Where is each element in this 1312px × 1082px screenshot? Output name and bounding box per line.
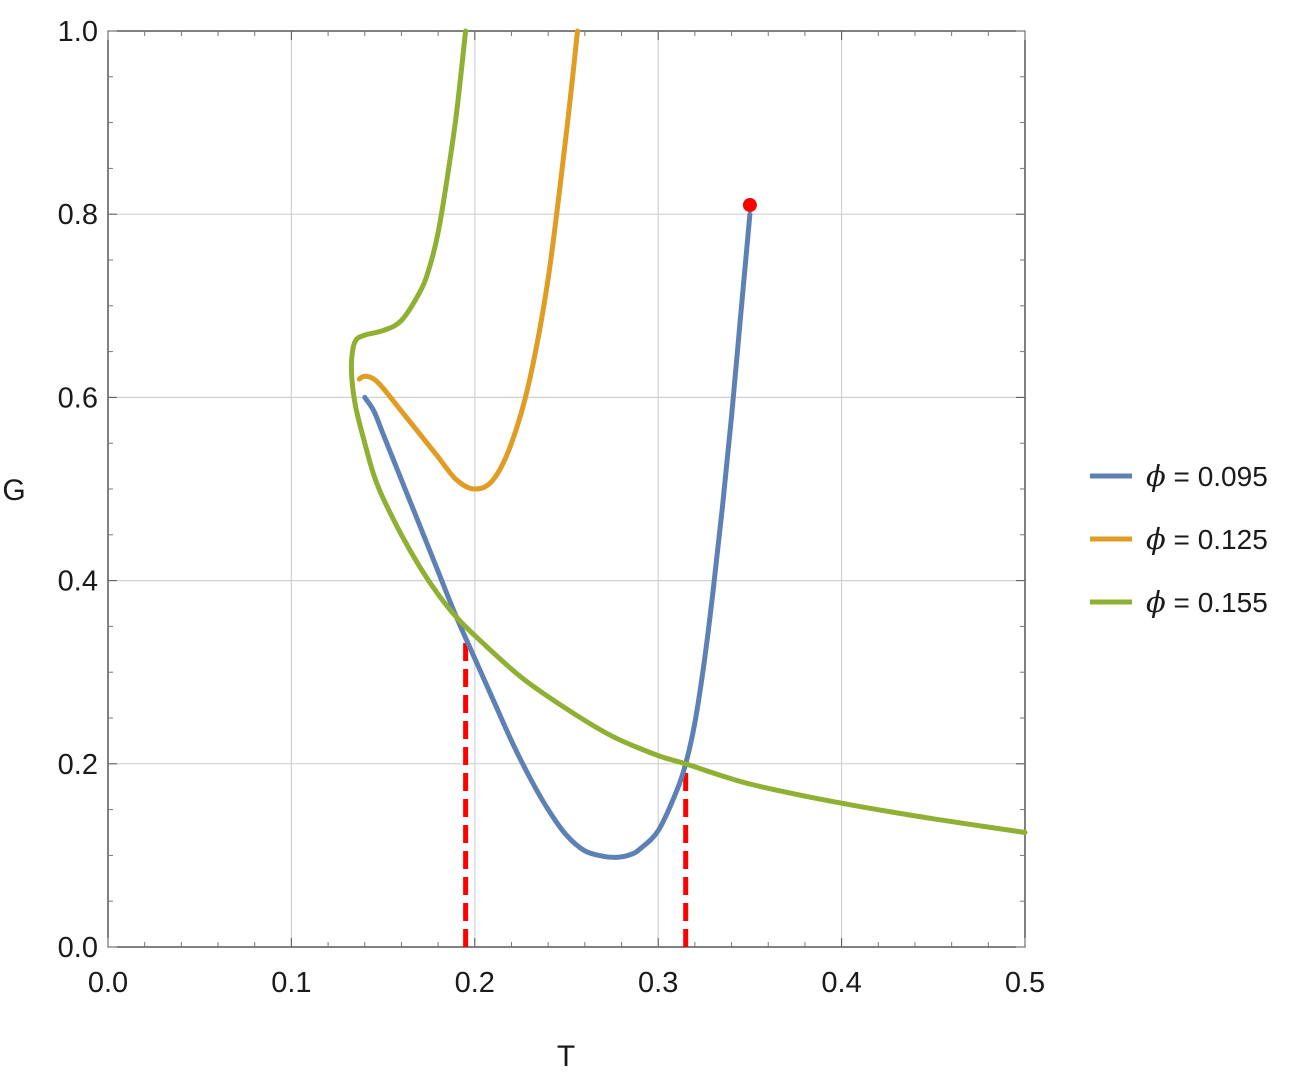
x-tick-label: 0.0 bbox=[88, 967, 128, 999]
x-tick-label: 0.1 bbox=[271, 967, 311, 999]
legend-label-3: ϕ = 0.155 bbox=[1146, 585, 1268, 619]
y-tick-label: 1.0 bbox=[58, 16, 98, 48]
legend-value: = 0.155 bbox=[1166, 587, 1268, 618]
axis-ticks bbox=[107, 30, 1026, 948]
series-line-3 bbox=[348, 28, 1028, 835]
legend-value: = 0.095 bbox=[1166, 461, 1268, 492]
dashed-markers bbox=[463, 635, 689, 947]
x-tick-label: 0.5 bbox=[1005, 967, 1045, 999]
y-tick-label: 0.8 bbox=[58, 199, 98, 231]
series-line-2 bbox=[356, 28, 580, 492]
tick-labels: 0.0 0.1 0.2 0.3 0.4 0.5 0.0 0.2 0.4 0.6 0.8 1.0 bbox=[58, 16, 1045, 999]
legend-symbol: ϕ bbox=[1146, 585, 1166, 619]
series-lines bbox=[348, 28, 1028, 860]
legend-label-1: ϕ = 0.095 bbox=[1146, 459, 1268, 493]
x-tick-label: 0.4 bbox=[821, 967, 861, 999]
series-line-1 bbox=[362, 211, 753, 860]
y-tick-label: 0.0 bbox=[58, 932, 98, 964]
legend-label-2: ϕ = 0.125 bbox=[1146, 522, 1268, 556]
y-tick-label: 0.2 bbox=[58, 749, 98, 781]
y-tick-label: 0.6 bbox=[58, 382, 98, 414]
x-axis-title: T bbox=[557, 1040, 575, 1073]
legend-value: = 0.125 bbox=[1166, 524, 1268, 555]
x-tick-label: 0.3 bbox=[638, 967, 678, 999]
legend-symbol: ϕ bbox=[1146, 522, 1166, 556]
y-tick-label: 0.4 bbox=[58, 566, 98, 598]
critical-point bbox=[742, 198, 757, 213]
x-tick-label: 0.2 bbox=[455, 967, 495, 999]
grid bbox=[108, 31, 1025, 947]
legend-symbol: ϕ bbox=[1146, 459, 1166, 493]
y-axis-title: G bbox=[2, 474, 25, 507]
